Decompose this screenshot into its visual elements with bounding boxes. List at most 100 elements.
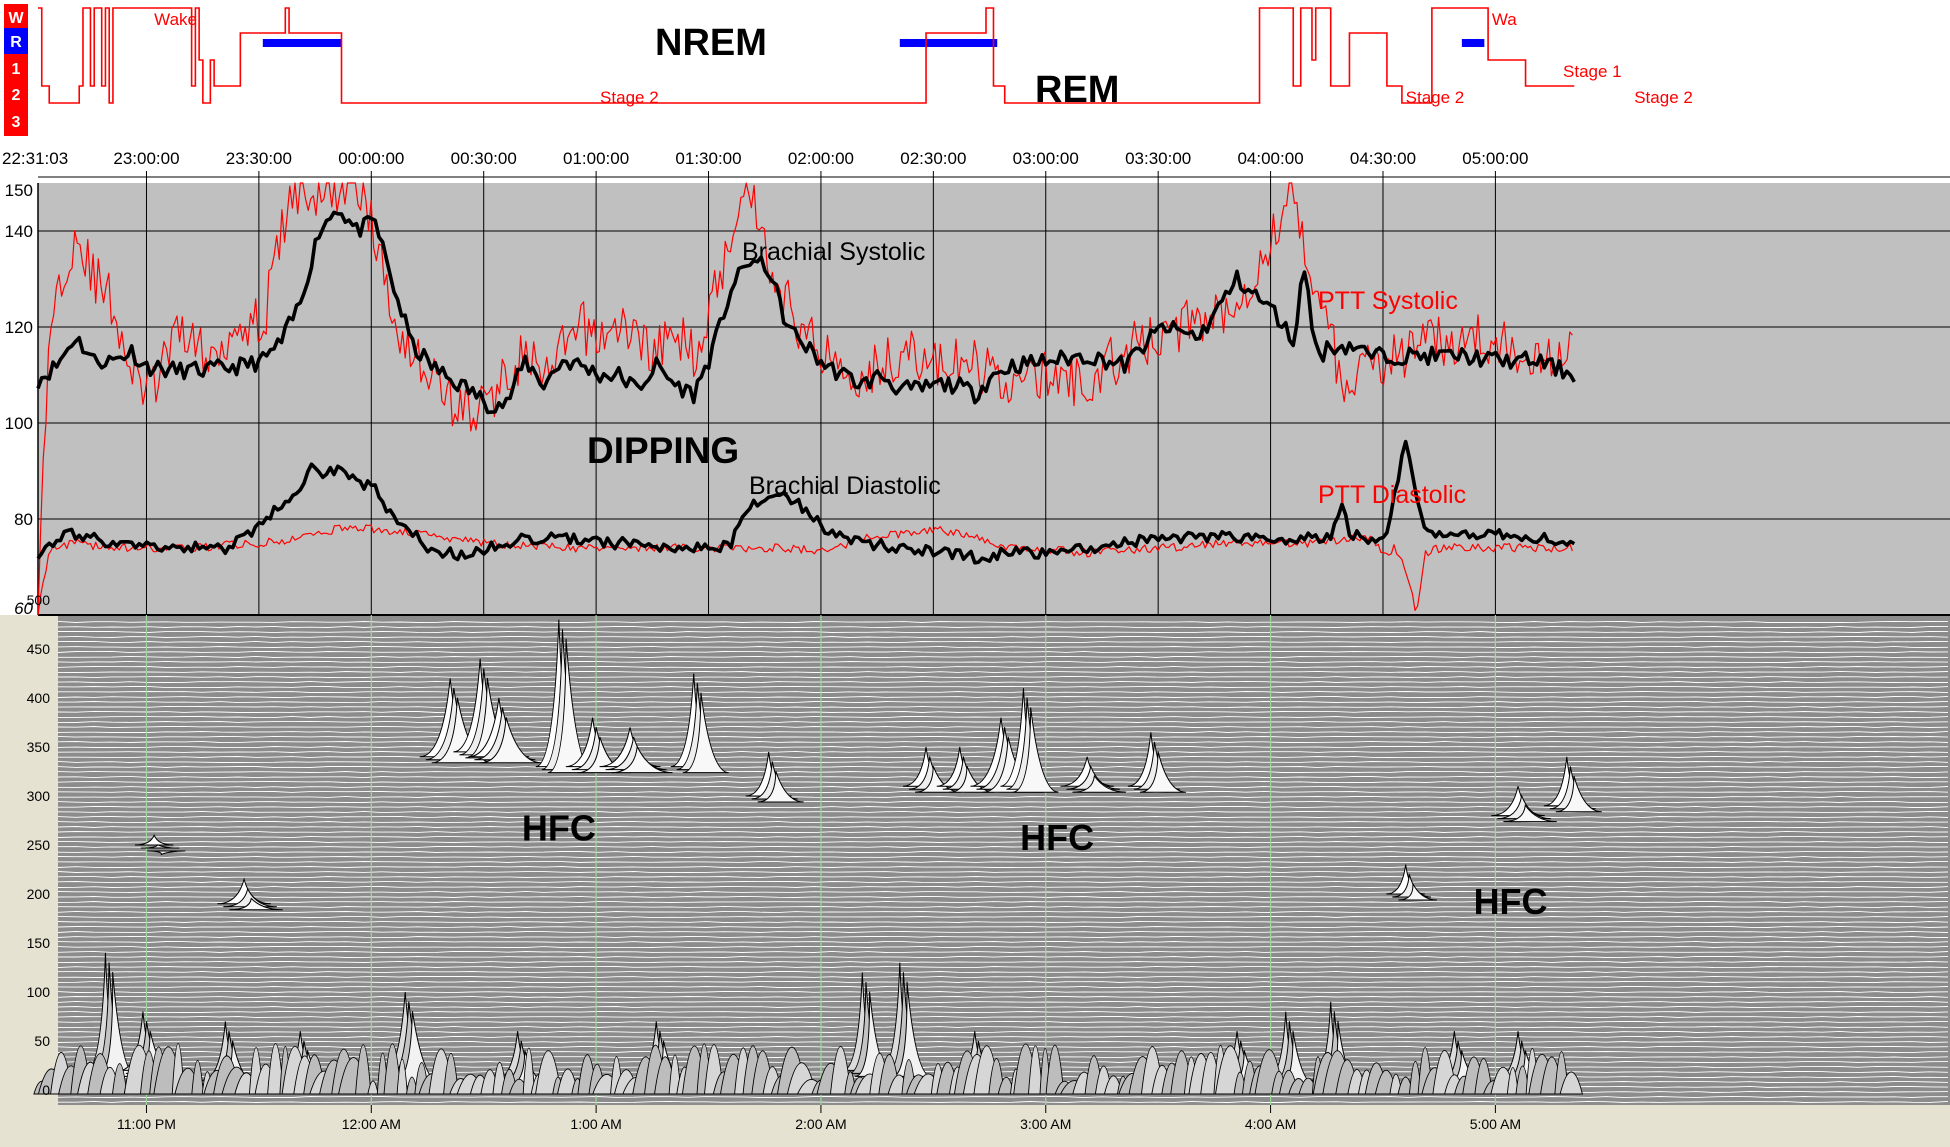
hfc-spectral-peaks: [33, 619, 1602, 1095]
hypnogram-stage-labels: Wake Stage 2 Stage 2 Wa Stage 1 Stage 2: [154, 10, 1693, 107]
hfc-y-tick-label: 250: [27, 837, 51, 853]
stage-axis-cell-r: [4, 28, 28, 54]
hfc-band-line: [57, 900, 1949, 904]
hfc-band-line: [57, 1020, 1948, 1024]
hfc-band-line: [57, 920, 1949, 924]
hfc-peak: [1012, 707, 1059, 793]
hfc-band-line: [57, 1095, 1948, 1099]
hfc-peak: [134, 833, 174, 846]
rem-annotation: REM: [1035, 69, 1119, 111]
hfc-band-line: [58, 715, 1949, 719]
bp-y-tick-label: 120: [5, 318, 33, 337]
hfc-vertical-grid: [145, 615, 1496, 1105]
time-axis-ticks: 23:00:00 23:30:00 00:00:00 00:30:00 01:00:00…: [38, 149, 1950, 183]
hfc-band-line: [57, 935, 1949, 939]
hfc-band-line: [57, 710, 1949, 714]
hfc-band-line: [57, 665, 1949, 669]
bp-y-ticks: 60 80 100 120 140 150: [5, 181, 34, 618]
stage-label: Stage 1: [1563, 62, 1622, 81]
hfc-band-line: [57, 865, 1949, 869]
hfc-time-tick-label: 1:00 AM: [570, 1116, 621, 1132]
bp-y-tick-label: 80: [14, 510, 33, 529]
hfc-time-tick-label: 4:00 AM: [1245, 1116, 1296, 1132]
hfc-band-line: [58, 805, 1949, 809]
brachial-diastolic-label: Brachial Diastolic: [749, 472, 941, 500]
time-axis-start-label: 22:31:03: [2, 149, 68, 168]
time-axis-tick-label: 04:00:00: [1237, 149, 1303, 168]
hfc-band-line: [58, 955, 1949, 959]
bp-plot-area: [38, 183, 1950, 615]
stage-axis-label-r: R: [10, 34, 22, 51]
hfc-band-line: [57, 855, 1949, 859]
hfc-y-tick-label: 400: [27, 690, 51, 706]
hfc-y-ticks: 0 50 100 150 200 250 300 350 400 450 500: [27, 592, 51, 1098]
hfc-peak: [682, 692, 729, 774]
hfc-band-line: [57, 880, 1948, 884]
hfc-peak: [1491, 786, 1545, 817]
hfc-peak: [223, 887, 277, 908]
hfc-time-axis-band: [0, 1105, 1950, 1147]
bp-series-group: [36, 182, 1576, 616]
time-axis-tick-label: 05:00:00: [1462, 149, 1528, 168]
hfc-band-line: [58, 795, 1949, 799]
hfc-band-line: [57, 660, 1949, 664]
hfc-band-line: [57, 830, 1949, 834]
hfc-time-tick-label: 12:00 AM: [342, 1116, 401, 1132]
hfc-band-line: [57, 1075, 1949, 1079]
hfc-band-line: [57, 1015, 1949, 1019]
hfc-time-tick-label: 2:00 AM: [795, 1116, 846, 1132]
hfc-time-tick-label: 5:00 AM: [1470, 1116, 1521, 1132]
hfc-band-line: [57, 925, 1949, 928]
hfc-peak: [599, 727, 661, 768]
hfc-peak: [1139, 751, 1186, 793]
hfc-y-axis-band: [0, 615, 58, 1105]
hfc-band-line: [57, 930, 1949, 934]
hfc-band-line: [57, 670, 1949, 674]
stage-label: Stage 2: [600, 88, 659, 107]
rem-bar: [899, 39, 998, 47]
bp-y-tick-label: 150: [5, 181, 33, 200]
series-line-ptt-systolic: [37, 182, 1573, 616]
hfc-band-line: [57, 940, 1949, 944]
hfc-band-line: [57, 725, 1949, 729]
hfc-band-line: [57, 685, 1949, 689]
time-axis-tick-label: 00:00:00: [338, 149, 404, 168]
hfc-annotations: HFC HFC HFC: [522, 807, 1548, 922]
hfc-band-line: [57, 625, 1949, 629]
time-axis-tick-label: 03:30:00: [1125, 149, 1191, 168]
hfc-band-line: [57, 645, 1949, 649]
hfc-y-tick-label: 350: [27, 739, 51, 755]
series-line-brachial-systolic: [36, 210, 1576, 415]
rem-bar: [1461, 39, 1485, 47]
hfc-band-line: [58, 1025, 1949, 1029]
stage-axis-label-3: 3: [12, 114, 21, 131]
hfc-spectral-lines: [57, 620, 1949, 1104]
hfc-peak: [229, 897, 283, 911]
hfc-band-line: [57, 965, 1949, 969]
hfc-band-line: [58, 630, 1949, 634]
time-axis-tick-label: 01:00:00: [563, 149, 629, 168]
stage-axis-label-1: 1: [12, 61, 21, 78]
hfc-peak: [146, 850, 186, 856]
hfc-band-line: [57, 700, 1949, 704]
hfc-band-line: [58, 1100, 1949, 1104]
hfc-annotation: HFC: [1020, 817, 1094, 858]
hfc-peak: [480, 717, 542, 764]
dipping-annotation: DIPPING: [587, 430, 739, 471]
hfc-band-line: [57, 860, 1948, 864]
hfc-band-line: [57, 995, 1949, 998]
hfc-band-line: [57, 1040, 1949, 1044]
hfc-band-line: [58, 655, 1949, 659]
stage-label: Stage 2: [1634, 88, 1693, 107]
hfc-y-tick-label: 100: [27, 984, 51, 1000]
hfc-band-line: [57, 720, 1949, 724]
stage-axis-labels: WR 1 2 3: [8, 10, 24, 131]
hfc-band-line: [57, 980, 1949, 984]
hfc-peak: [611, 744, 673, 774]
hfc-peak: [217, 877, 271, 905]
hfc-y-tick-label: 300: [27, 788, 51, 804]
stage-axis-label-w: W: [8, 10, 24, 27]
time-axis-tick-label: 02:00:00: [788, 149, 854, 168]
